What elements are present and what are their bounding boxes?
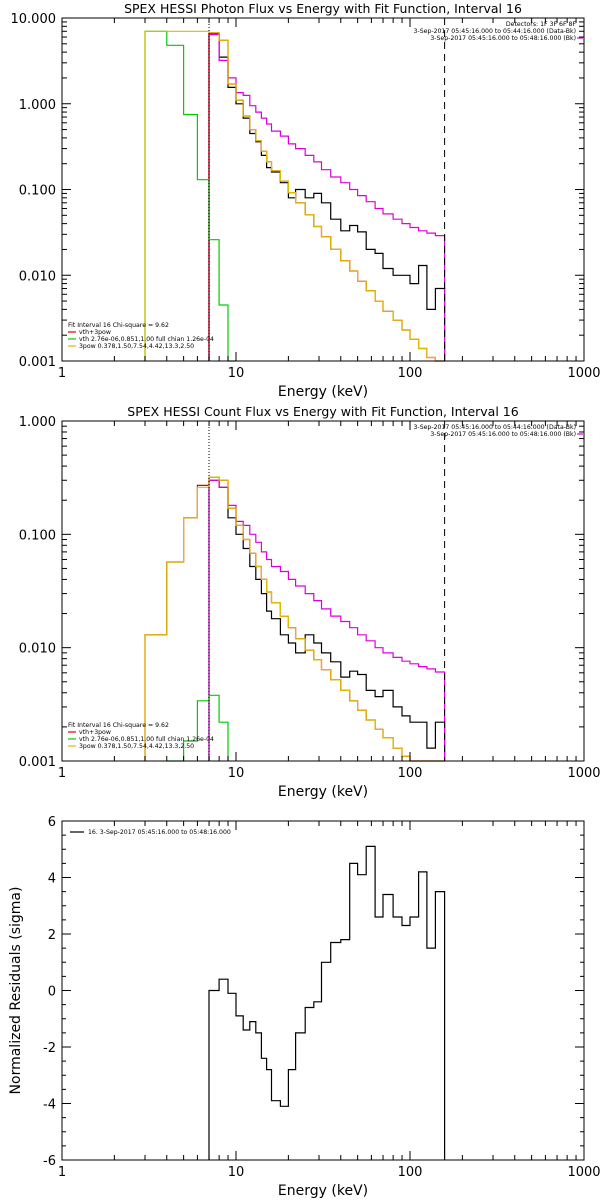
y-tick-label-0: 0.001 <box>19 355 56 370</box>
y-tick-label-0: 10.000 <box>11 12 57 27</box>
x-axis-label-0: Energy (keV) <box>278 384 368 400</box>
series-line-1-0 <box>208 479 446 761</box>
series-line-0-0 <box>208 33 446 361</box>
x-tick-label-2: 100 <box>398 1165 423 1180</box>
y-tick-label-1: 1.000 <box>19 415 56 430</box>
y-axis-label-2: Normalized Residuals (sigma) <box>8 887 24 1095</box>
x-tick-label-2: 1000 <box>567 1165 600 1180</box>
legend-entry-1-3: 3pow 0.378,1.50,7.54,4.42,13.3,2.50 <box>79 743 194 750</box>
series-line-0-3 <box>144 30 236 362</box>
legend-top-right-1: 3-Sep-2017 05:45:16.000 to 05:48:16.000 … <box>430 431 576 438</box>
series-line-0-1 <box>208 34 446 361</box>
x-tick-label-0: 1000 <box>567 366 600 381</box>
legend-header-1: Fit Interval 16 Chi-square = 9.62 <box>68 722 169 729</box>
legend-top-right-0: 3-Sep-2017 05:45:16.000 to 05:44:16.000 … <box>414 28 576 35</box>
plot-frame-2 <box>61 820 585 1161</box>
y-tick-label-1: 0.001 <box>19 755 56 770</box>
x-tick-label-2: 10 <box>228 1165 245 1180</box>
y-tick-label-0: 0.010 <box>19 269 56 284</box>
series-line-1-1 <box>208 479 446 761</box>
chart-title-0: SPEX HESSI Photon Flux vs Energy with Fi… <box>124 1 522 16</box>
y-tick-label-2: -6 <box>43 1154 56 1169</box>
legend-entry-0-1: vth+3pow <box>79 329 111 336</box>
legend-entry-0-2: vth 2.76e-06,0.851,1.00 full chian 1.26e… <box>79 336 214 343</box>
y-tick-label-0: 1.000 <box>19 98 56 113</box>
x-tick-label-1: 10 <box>228 766 245 781</box>
y-tick-label-2: 2 <box>48 928 56 943</box>
series-line-1-3 <box>166 694 229 762</box>
legend-top-right-0: 3-Sep-2017 05:45:16.000 to 05:48:16.000 … <box>430 35 576 42</box>
y-tick-label-2: -2 <box>43 1041 56 1056</box>
y-tick-label-2: 4 <box>48 872 56 887</box>
x-tick-label-0: 10 <box>228 366 245 381</box>
legend-header-0: Fit Interval 16 Chi-square = 9.62 <box>68 322 169 329</box>
x-axis-label-1: Energy (keV) <box>278 784 368 800</box>
legend-top-right-1: 3-Sep-2017 05:45:16.000 to 05:44:16.000 … <box>414 424 576 431</box>
series-line-0-4 <box>144 30 445 362</box>
legend-top-right-0: Detectors: 1F 3F 6F 8F <box>506 21 577 28</box>
x-tick-label-0: 1 <box>58 366 66 381</box>
legend-entry-1-2: vth 2.76e-06,0.851,1.00 full chian 1.26e… <box>79 736 214 743</box>
series-line-0-2 <box>208 32 445 362</box>
y-tick-label-1: 0.100 <box>19 528 56 543</box>
x-tick-label-1: 1 <box>58 766 66 781</box>
x-tick-label-2: 1 <box>58 1165 66 1180</box>
series-line-1-4 <box>144 476 445 762</box>
y-tick-label-2: 0 <box>48 985 56 1000</box>
x-tick-label-1: 100 <box>398 766 423 781</box>
y-tick-label-0: 0.100 <box>19 184 56 199</box>
x-tick-label-0: 100 <box>398 366 423 381</box>
y-tick-label-2: 6 <box>48 815 56 830</box>
y-tick-label-1: 0.010 <box>19 642 56 657</box>
legend-top-left-2: 16. 3-Sep-2017 05:45:16.000 to 05:48:16.… <box>88 829 231 836</box>
legend-entry-1-1: vth+3pow <box>79 729 111 736</box>
plot-frame-1 <box>61 420 585 762</box>
plot-frame-0 <box>61 17 585 362</box>
chart-title-1: SPEX HESSI Count Flux vs Energy with Fit… <box>127 404 518 419</box>
x-tick-label-1: 1000 <box>567 766 600 781</box>
series-line-2-0 <box>208 845 446 1160</box>
legend-entry-0-3: 3pow 0.378,1.50,7.54,4.42,13.3,2.50 <box>79 343 194 350</box>
series-line-1-2 <box>144 476 445 762</box>
y-tick-label-2: -4 <box>43 1098 56 1113</box>
x-axis-label-2: Energy (keV) <box>278 1183 368 1199</box>
